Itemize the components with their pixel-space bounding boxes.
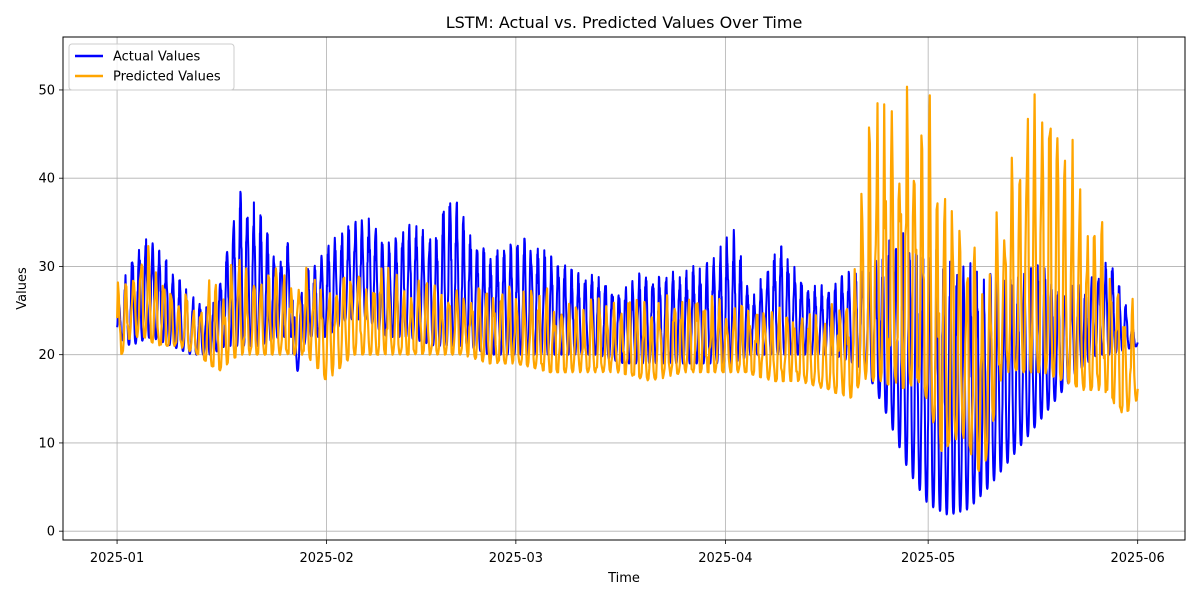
y-tick-label: 20 [38, 348, 55, 363]
x-tick-label: 2025-04 [698, 551, 752, 566]
legend: Actual Values Predicted Values [68, 43, 235, 91]
x-tick-label: 2025-02 [299, 551, 353, 566]
legend-box [68, 43, 235, 91]
chart-title: LSTM: Actual vs. Predicted Values Over T… [446, 13, 803, 32]
y-tick-label: 0 [47, 525, 55, 540]
x-tick-label: 2025-05 [901, 551, 955, 566]
y-tick-label: 30 [38, 260, 55, 275]
plot-frame [62, 36, 1186, 541]
y-tick-label: 50 [38, 83, 55, 98]
x-axis-label: Time [607, 571, 640, 586]
y-tick-label: 40 [38, 172, 55, 187]
series-layer [116, 85, 1139, 516]
ticks: 2025-01 2025-02 2025-03 2025-04 2025-05 2025-… [38, 83, 1164, 566]
y-tick-label: 10 [38, 436, 55, 451]
x-tick-label: 2025-06 [1111, 551, 1165, 566]
legend-label-actual: Actual Values [113, 50, 201, 65]
series-predicted-values-line [116, 85, 1139, 472]
x-tick-label: 2025-03 [489, 551, 543, 566]
legend-label-predicted: Predicted Values [113, 70, 221, 85]
y-axis-label: Values [15, 267, 30, 310]
x-tick-label: 2025-01 [90, 551, 144, 566]
